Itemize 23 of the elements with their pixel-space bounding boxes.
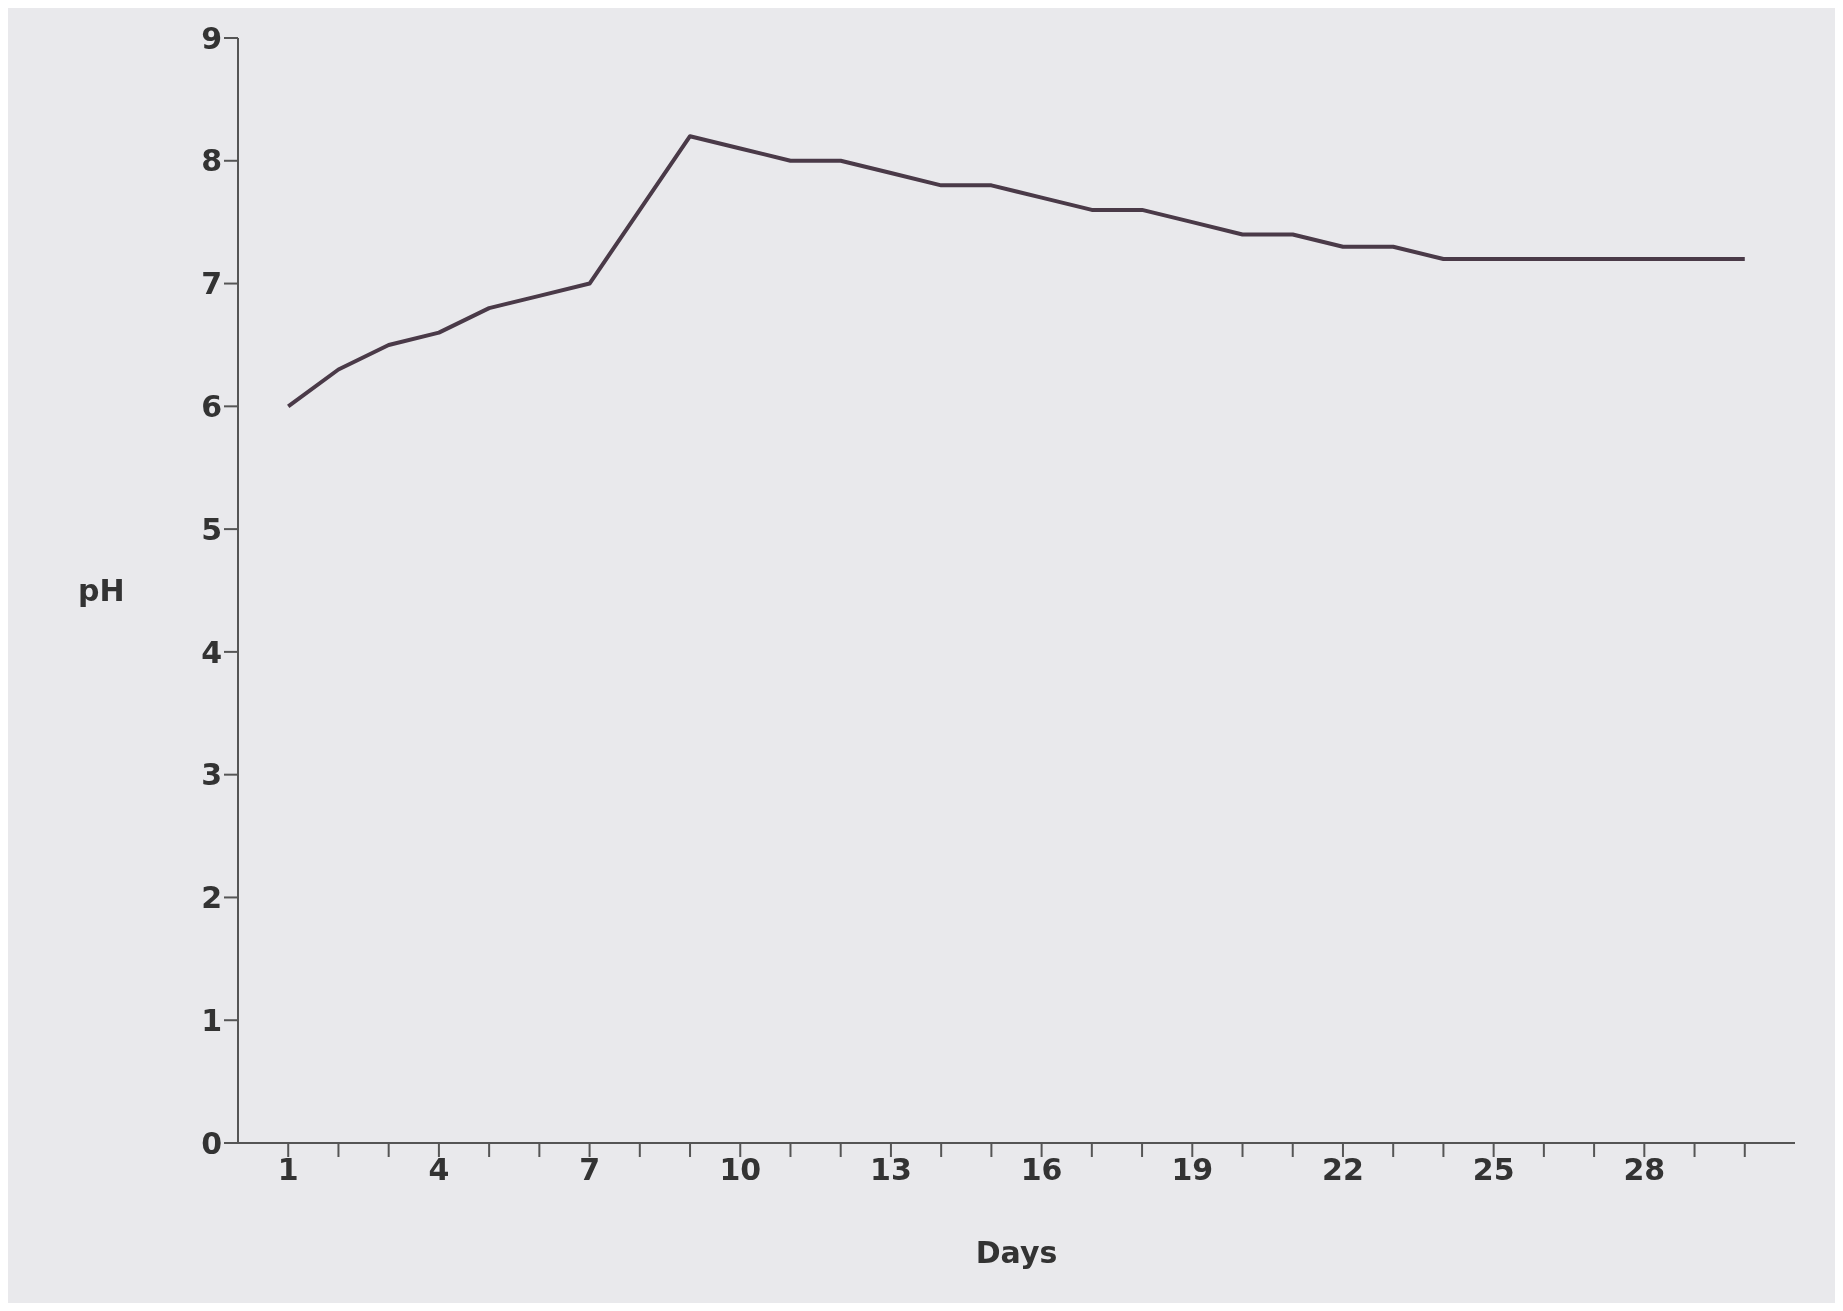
y-tick-label: 6 — [201, 388, 222, 424]
x-tick-label: 28 — [1623, 1152, 1666, 1188]
x-tick-label: 16 — [1020, 1152, 1063, 1188]
x-tick-label: 7 — [579, 1152, 601, 1188]
y-tick-label: 5 — [201, 511, 222, 547]
y-tick-label: 8 — [201, 143, 222, 179]
x-tick-label: 4 — [428, 1152, 450, 1188]
y-tick-label: 0 — [201, 1125, 222, 1161]
y-tick-label: 9 — [201, 20, 222, 56]
y-tick-label: 2 — [201, 880, 222, 916]
x-tick-label: 22 — [1322, 1152, 1364, 1188]
y-tick-label: 3 — [201, 757, 222, 793]
y-tick-label: 1 — [201, 1002, 222, 1038]
x-axis-title: Days — [975, 1235, 1058, 1270]
x-tick-label: 13 — [870, 1152, 912, 1188]
x-tick-label: 25 — [1472, 1152, 1515, 1188]
y-axis-title: pH — [78, 573, 125, 609]
x-tick-label: 19 — [1171, 1152, 1214, 1188]
x-tick-label: 10 — [719, 1152, 762, 1188]
line-series — [286, 134, 1747, 409]
y-tick-label: 7 — [201, 266, 222, 302]
y-tick-label: 4 — [201, 634, 222, 670]
x-tick-label: 1 — [277, 1152, 299, 1188]
